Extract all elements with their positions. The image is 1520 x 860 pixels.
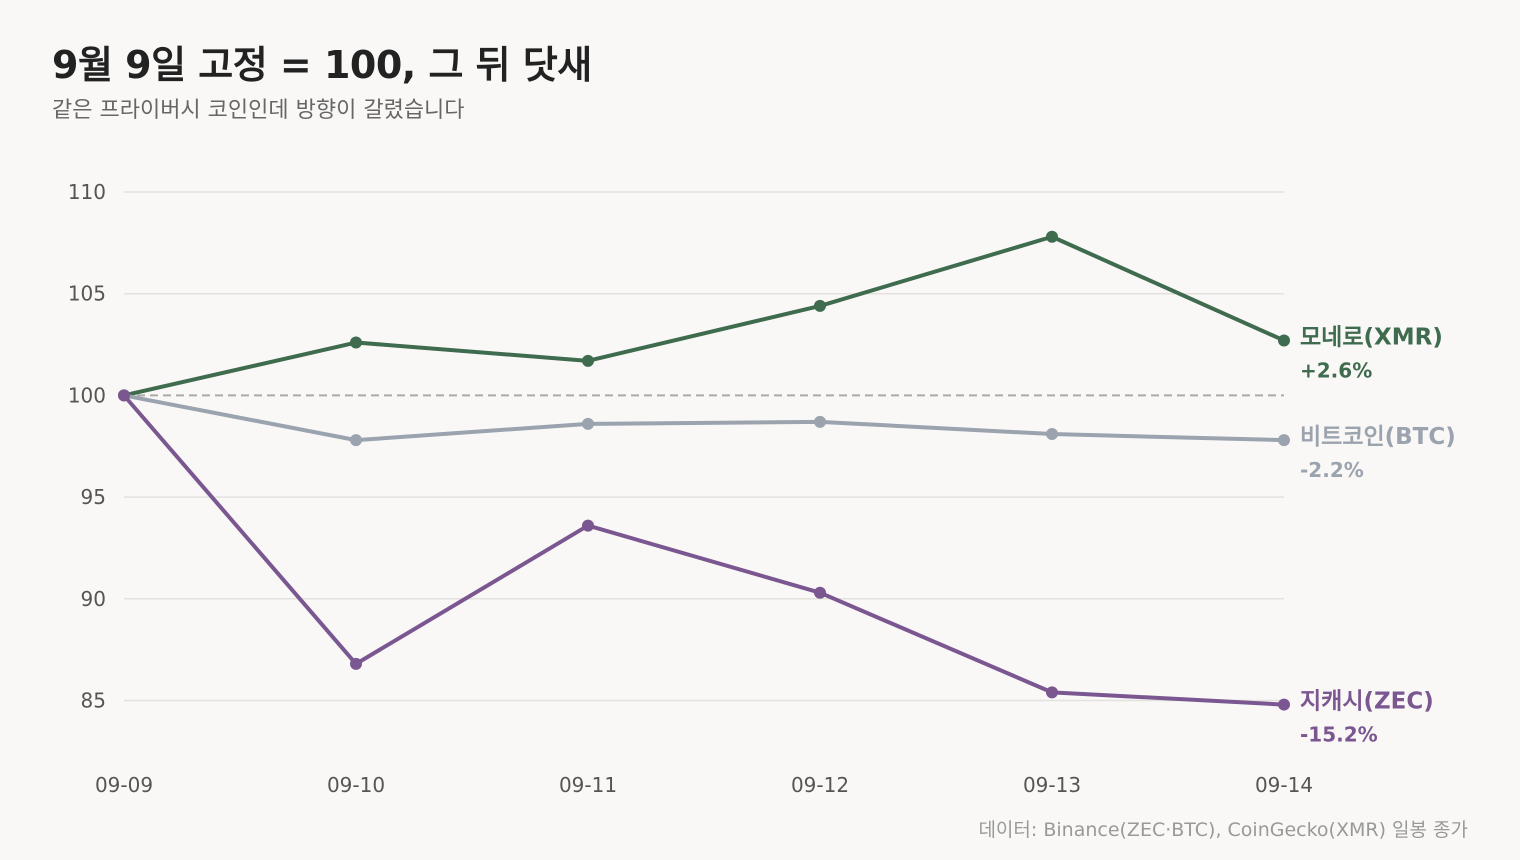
data-point xyxy=(582,417,594,430)
series-line xyxy=(122,393,1286,443)
data-point xyxy=(814,415,826,428)
grid-lines xyxy=(124,191,1284,702)
y-tick-label: 95 xyxy=(81,485,106,509)
y-axis-ticks: 110 105 100 95 90 85 xyxy=(68,180,106,713)
data-point xyxy=(814,586,826,599)
x-tick-label: 09-10 xyxy=(327,773,385,797)
data-point xyxy=(350,657,362,670)
data-point xyxy=(814,299,826,312)
series-name-label: 비트코인(BTC) xyxy=(1300,424,1456,450)
x-tick-label: 09-09 xyxy=(95,773,153,797)
chart-title: 9월 9일 고정 = 100, 그 뒤 닷새 xyxy=(52,43,592,87)
y-tick-label: 105 xyxy=(68,282,106,306)
y-tick-label: 100 xyxy=(68,383,106,407)
series-name-label: 모네로(XMR) xyxy=(1300,324,1443,350)
series-change-label: -2.2% xyxy=(1300,458,1364,482)
data-point xyxy=(1278,434,1290,447)
x-axis-ticks: 09-09 09-10 09-11 09-12 09-13 09-14 xyxy=(95,773,1313,797)
series-line xyxy=(122,393,1286,707)
data-point xyxy=(350,336,362,349)
data-point xyxy=(1046,686,1058,699)
y-tick-label: 85 xyxy=(81,689,106,713)
data-point xyxy=(118,389,130,402)
series-change-label: +2.6% xyxy=(1300,358,1372,382)
data-point xyxy=(1046,428,1058,441)
data-source-note: 데이터: Binance(ZEC·BTC), CoinGecko(XMR) 일봉… xyxy=(978,819,1468,841)
y-tick-label: 90 xyxy=(81,587,106,611)
data-point xyxy=(350,434,362,447)
x-tick-label: 09-12 xyxy=(791,773,849,797)
data-point xyxy=(1046,230,1058,243)
series-lines xyxy=(118,230,1290,711)
x-tick-label: 09-14 xyxy=(1255,773,1313,797)
series-change-label: -15.2% xyxy=(1300,723,1378,747)
data-point xyxy=(1278,698,1290,711)
x-tick-label: 09-11 xyxy=(559,773,617,797)
y-tick-label: 110 xyxy=(68,180,106,204)
x-tick-label: 09-13 xyxy=(1023,773,1081,797)
data-point xyxy=(1278,334,1290,347)
data-point xyxy=(582,354,594,367)
data-point xyxy=(582,519,594,532)
chart-subtitle: 같은 프라이버시 코인인데 방향이 갈렸습니다 xyxy=(52,98,465,123)
series-line xyxy=(122,234,1286,398)
series-name-label: 지캐시(ZEC) xyxy=(1300,689,1434,715)
series-end-labels: 모네로(XMR) +2.6% 비트코인(BTC) -2.2% 지캐시(ZEC) -15.2… xyxy=(1300,324,1456,746)
